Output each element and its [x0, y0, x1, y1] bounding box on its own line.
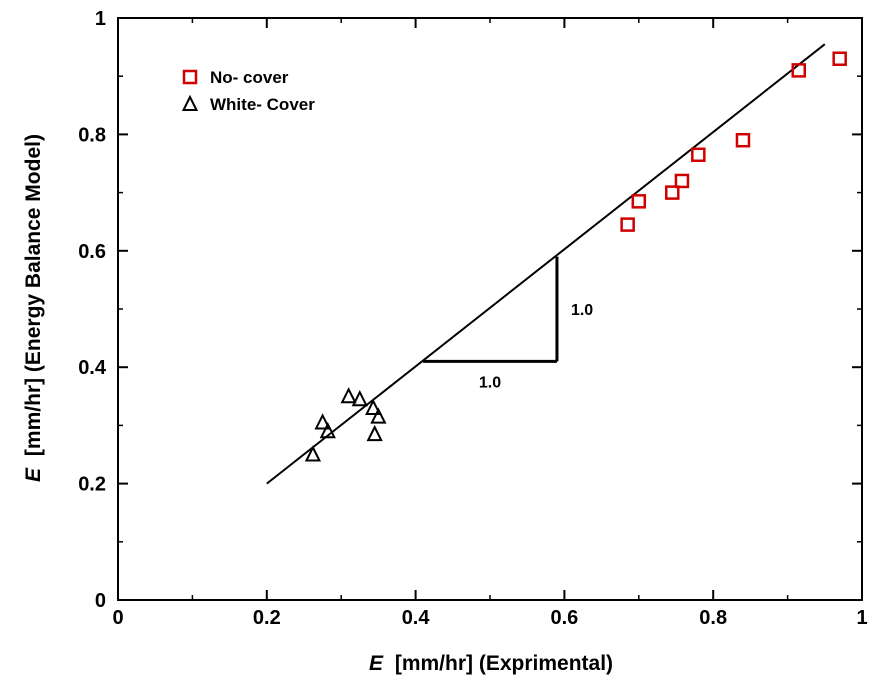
x-axis-label: E [mm/hr] (Exprimental): [369, 652, 613, 675]
data-point: [304, 445, 322, 462]
x-tick-label: 0.8: [699, 607, 727, 629]
x-tick-label: 1: [856, 607, 867, 629]
y-tick-label: 0.6: [78, 241, 106, 263]
y-tick-label: 0.8: [78, 124, 106, 146]
y-tick-label: 0.4: [78, 357, 107, 379]
data-point: [365, 398, 382, 415]
legend-label: White- Cover: [210, 95, 315, 114]
reference-line-group: [266, 43, 826, 485]
data-points: [304, 51, 847, 462]
y-axis-label: E [mm/hr] (Energy Balance Model): [22, 134, 45, 482]
axis-ticks: [117, 17, 863, 601]
reference-line: [266, 43, 826, 485]
y-tick-label: 0.2: [78, 474, 106, 496]
tick-labels: 0 0.2 0.4 0.6 0.8 1 0 0.2 0.4 0.6 0.8 1: [78, 8, 867, 629]
legend: No- cover White- Cover: [181, 68, 315, 114]
y-tick-label: 1: [95, 8, 106, 30]
legend-marker: [181, 94, 199, 111]
data-point: [370, 407, 387, 424]
slope-run-label: 1.0: [479, 374, 501, 391]
y-tick-label: 0: [95, 590, 106, 612]
legend-label: No- cover: [210, 68, 289, 87]
x-tick-label: 0.2: [253, 607, 281, 629]
data-point: [351, 389, 368, 407]
data-point: [665, 185, 680, 200]
slope-annotation: 1.0 1.0: [423, 256, 593, 391]
data-point: [620, 217, 635, 232]
x-axis-label-text: [mm/hr] (Exprimental): [395, 652, 613, 675]
y-axis-label-text: [mm/hr] (Energy Balance Model): [22, 134, 45, 456]
x-axis-variable: E: [369, 652, 384, 675]
data-point: [832, 51, 847, 66]
data-point: [791, 63, 807, 78]
data-point: [735, 132, 751, 148]
y-axis-variable: E: [22, 467, 45, 482]
data-point: [366, 424, 383, 442]
data-point: [314, 413, 331, 430]
x-tick-label: 0.6: [550, 607, 578, 629]
series-no-cover: [620, 51, 847, 232]
data-point: [691, 147, 706, 163]
slope-rise-label: 1.0: [571, 302, 593, 319]
data-point: [631, 194, 647, 209]
data-point: [340, 387, 357, 404]
data-point: [674, 173, 690, 189]
legend-marker: [182, 69, 198, 85]
data-point: [319, 421, 336, 439]
x-tick-label: 0: [112, 607, 123, 629]
series-white-cover: [304, 387, 387, 462]
x-tick-label: 0.4: [402, 607, 431, 629]
